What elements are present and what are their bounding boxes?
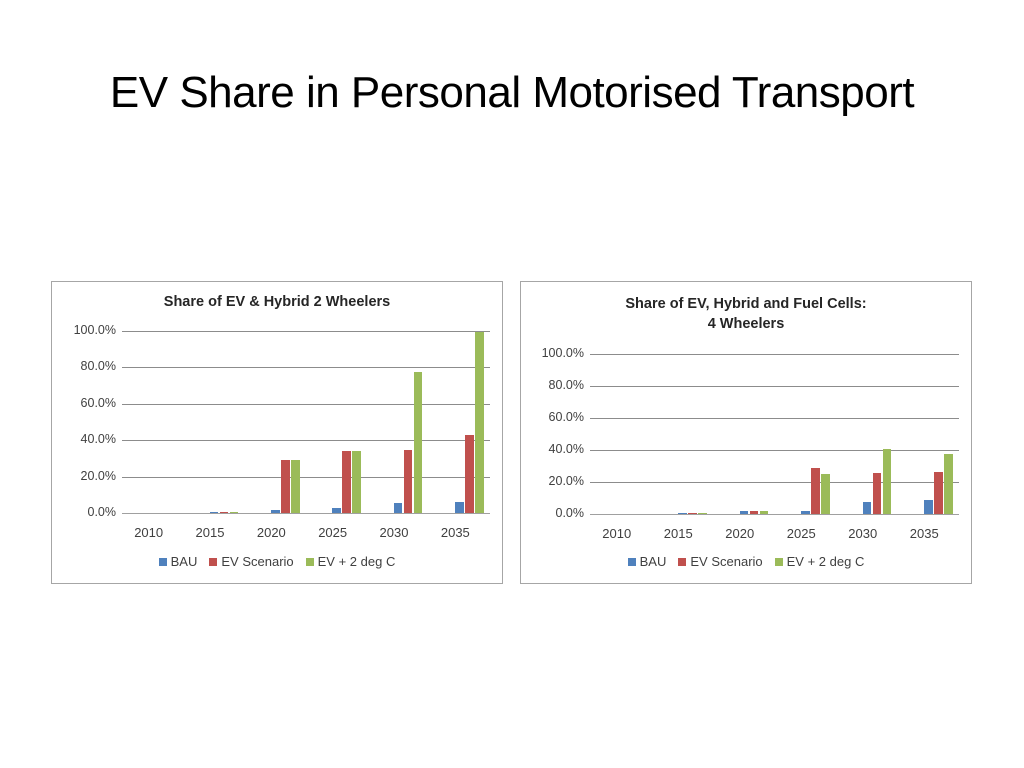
bar-ev-2-deg-c-2030 xyxy=(413,371,423,513)
slide-title: EV Share in Personal Motorised Transport xyxy=(109,68,915,117)
legend: BAU EV Scenario EV + 2 deg C xyxy=(52,554,502,569)
bar-ev-2-deg-c-2020 xyxy=(759,510,768,514)
legend-label: BAU xyxy=(639,554,667,569)
y-tick-label: 0.0% xyxy=(87,505,117,519)
gridline xyxy=(590,354,959,355)
gridline xyxy=(590,450,959,451)
gridline xyxy=(122,331,490,332)
chart-title: Share of EV, Hybrid and Fuel Cells: 4 Wh… xyxy=(521,294,971,334)
gridline xyxy=(122,476,490,478)
y-tick-label: 20.0% xyxy=(80,468,116,483)
bar-ev-2-deg-c-2025 xyxy=(821,474,830,514)
chart-title-line-2: 4 Wheelers xyxy=(707,316,785,332)
y-tick-label: 100.0% xyxy=(73,323,116,337)
legend-item: BAU xyxy=(627,554,667,569)
bar-ev-scenario-2030 xyxy=(872,473,881,514)
legend-label: EV Scenario xyxy=(690,554,763,569)
y-tick-label: 20.0% xyxy=(548,474,584,488)
chart-title: Share of EV & Hybrid 2 Wheelers xyxy=(163,294,391,310)
x-tick-label: 2010 xyxy=(602,526,632,541)
bar-ev-scenario-2030 xyxy=(403,450,413,513)
chart-title-line-1: Share of EV, Hybrid and Fuel Cells: xyxy=(625,296,867,312)
legend-swatch-icon xyxy=(209,557,218,566)
gridline xyxy=(122,440,490,442)
x-tick-label: 2030 xyxy=(848,526,878,541)
plot-area xyxy=(590,354,959,515)
x-tick-label: 2020 xyxy=(256,525,286,540)
y-tick-label: 40.0% xyxy=(548,442,584,456)
bar-ev-scenario-2025 xyxy=(342,451,351,513)
bar-ev-2-deg-c-2015 xyxy=(698,512,707,514)
bar-bau-2015 xyxy=(209,511,219,513)
bar-bau-2020 xyxy=(739,510,748,514)
bar-bau-2015 xyxy=(678,512,687,514)
chart-two-wheelers: Share of EV & Hybrid 2 Wheelers BAU EV Sc… xyxy=(51,281,503,584)
y-tick-label: 80.0% xyxy=(548,378,584,392)
legend: BAU EV Scenario EV + 2 deg C xyxy=(521,554,971,569)
y-tick-label: 100.0% xyxy=(541,346,584,360)
y-tick-label: 0.0% xyxy=(555,506,585,520)
legend-swatch-icon xyxy=(774,557,783,566)
bar-ev-scenario-2015 xyxy=(688,512,697,514)
bar-ev-scenario-2020 xyxy=(281,460,290,513)
bar-bau-2030 xyxy=(393,503,403,513)
x-tick-label: 2035 xyxy=(440,525,470,540)
legend-label: EV + 2 deg C xyxy=(786,554,865,569)
x-tick-label: 2015 xyxy=(195,525,225,540)
bar-bau-2035 xyxy=(455,502,464,513)
gridline xyxy=(590,386,959,387)
bar-ev-2-deg-c-2035 xyxy=(475,331,484,513)
bar-ev-2-deg-c-2020 xyxy=(291,460,300,513)
legend-label: EV + 2 deg C xyxy=(317,554,396,569)
x-tick-label: 2035 xyxy=(909,526,939,541)
bar-bau-2035 xyxy=(924,500,933,514)
legend-item: EV Scenario xyxy=(209,554,294,569)
gridline xyxy=(590,482,959,483)
gridline xyxy=(590,418,959,419)
bar-ev-scenario-2035 xyxy=(465,434,474,513)
bar-ev-scenario-2015 xyxy=(219,511,229,513)
bar-ev-scenario-2020 xyxy=(749,510,758,514)
y-tick-label: 60.0% xyxy=(80,395,116,410)
y-tick-label: 40.0% xyxy=(80,432,116,447)
bar-ev-scenario-2035 xyxy=(934,471,943,514)
x-tick-label: 2015 xyxy=(663,526,693,541)
legend-swatch-icon xyxy=(305,557,314,566)
bar-ev-2-deg-c-2015 xyxy=(229,511,239,513)
gridline xyxy=(122,367,490,369)
y-tick-label: 80.0% xyxy=(80,359,116,374)
legend-swatch-icon xyxy=(158,557,167,566)
legend-item: EV + 2 deg C xyxy=(305,554,396,569)
legend-item: BAU xyxy=(158,554,198,569)
x-tick-label: 2010 xyxy=(134,525,164,540)
gridline xyxy=(590,514,959,515)
y-tick-label: 60.0% xyxy=(548,410,584,424)
gridline xyxy=(122,513,490,514)
bar-bau-2020 xyxy=(271,510,280,513)
bar-ev-2-deg-c-2030 xyxy=(882,449,891,514)
chart-four-wheelers: Share of EV, Hybrid and Fuel Cells: 4 Wh… xyxy=(520,281,972,584)
x-tick-label: 2020 xyxy=(725,526,755,541)
bar-ev-scenario-2025 xyxy=(811,468,820,514)
legend-item: EV + 2 deg C xyxy=(774,554,865,569)
bar-bau-2025 xyxy=(332,508,341,513)
bar-bau-2030 xyxy=(862,502,871,514)
legend-label: EV Scenario xyxy=(221,554,294,569)
legend-item: EV Scenario xyxy=(678,554,763,569)
gridline xyxy=(122,403,490,405)
x-tick-label: 2025 xyxy=(318,525,348,540)
x-tick-label: 2025 xyxy=(786,526,816,541)
legend-swatch-icon xyxy=(627,557,636,566)
legend-swatch-icon xyxy=(678,557,687,566)
bar-ev-2-deg-c-2025 xyxy=(352,451,361,513)
bar-ev-2-deg-c-2035 xyxy=(944,454,953,514)
x-tick-label: 2030 xyxy=(379,525,409,540)
bar-bau-2025 xyxy=(801,510,810,514)
legend-label: BAU xyxy=(170,554,198,569)
plot-area xyxy=(122,331,490,514)
